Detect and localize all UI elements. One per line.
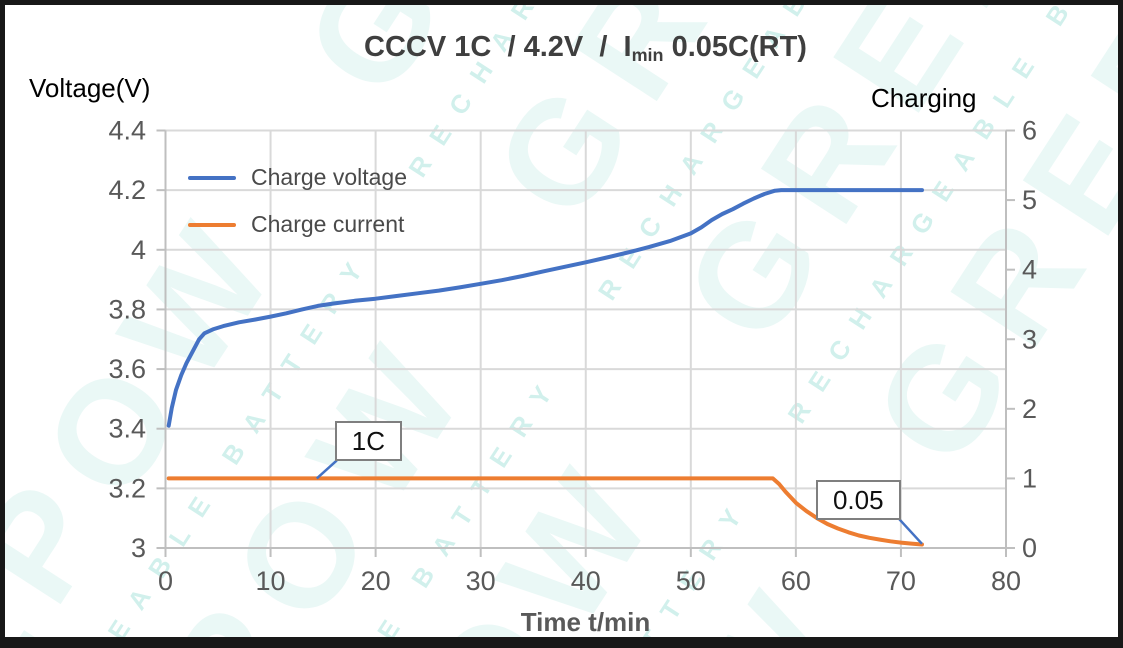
x-tick-label: 70 [886,566,916,596]
annotation-1c-callout: 1C [334,421,403,462]
y-left-tick-label: 3.2 [108,473,146,503]
y-left-tick-label: 3.4 [108,414,146,444]
right-axis-title: Charging [871,83,977,113]
y-right-tick-label: 1 [1022,463,1037,493]
y-right-tick-label: 5 [1022,185,1037,215]
x-tick-label: 10 [256,566,286,596]
y-left-tick-label: 4.2 [108,175,146,205]
legend-item-voltage: Charge voltage [188,154,407,201]
y-right-tick-label: 6 [1022,116,1037,146]
x-tick-label: 0 [158,566,173,596]
logo-fragment-teal-1 [566,644,593,648]
x-tick-label: 80 [991,566,1021,596]
chart-title: CCCV 1C / 4.2V / Imin 0.05C(RT) [165,31,1006,66]
x-tick-label: 30 [466,566,496,596]
logo-fragment-teal-2 [601,644,628,648]
voltage-line-swatch [188,175,236,180]
annotation-leader-line [898,517,923,545]
y-right-tick-label: 4 [1022,255,1037,285]
logo-fragment-gray [638,644,650,648]
chart-title-tail: 0.05C(RT) [663,31,807,63]
voltage-curve [166,188,924,428]
current-line-swatch [188,222,236,227]
chart-title-main: CCCV 1C / 4.2V / I [364,31,632,63]
y-right-tick-label: 0 [1022,533,1037,563]
x-tick-label: 50 [676,566,706,596]
left-axis-title: Voltage(V) [29,73,151,103]
x-tick-label: 60 [781,566,811,596]
y-left-tick-label: 4.4 [108,116,146,146]
current-curve [166,476,924,547]
y-right-tick-label: 2 [1022,394,1037,424]
chart-title-subscript: min [631,45,664,66]
bottom-frame-logo-strip [5,637,1118,648]
y-left-tick-label: 3 [131,533,146,563]
logo-fragment-accent [624,644,629,648]
y-left-tick-label: 3.6 [108,354,146,384]
y-right-tick-label: 3 [1022,324,1037,354]
legend: Charge voltage Charge current [188,154,407,248]
legend-item-current: Charge current [188,201,407,248]
x-axis-title: Time t/min [520,607,651,637]
y-left-tick-label: 4 [131,235,146,265]
legend-label-current: Charge current [251,211,405,237]
y-left-tick-label: 3.8 [108,294,146,324]
annotation-leader-line [315,459,338,480]
annotation-0-05-callout: 0.05 [815,479,901,520]
x-tick-label: 20 [361,566,391,596]
x-tick-label: 40 [571,566,601,596]
legend-label-voltage: Charge voltage [251,164,407,190]
